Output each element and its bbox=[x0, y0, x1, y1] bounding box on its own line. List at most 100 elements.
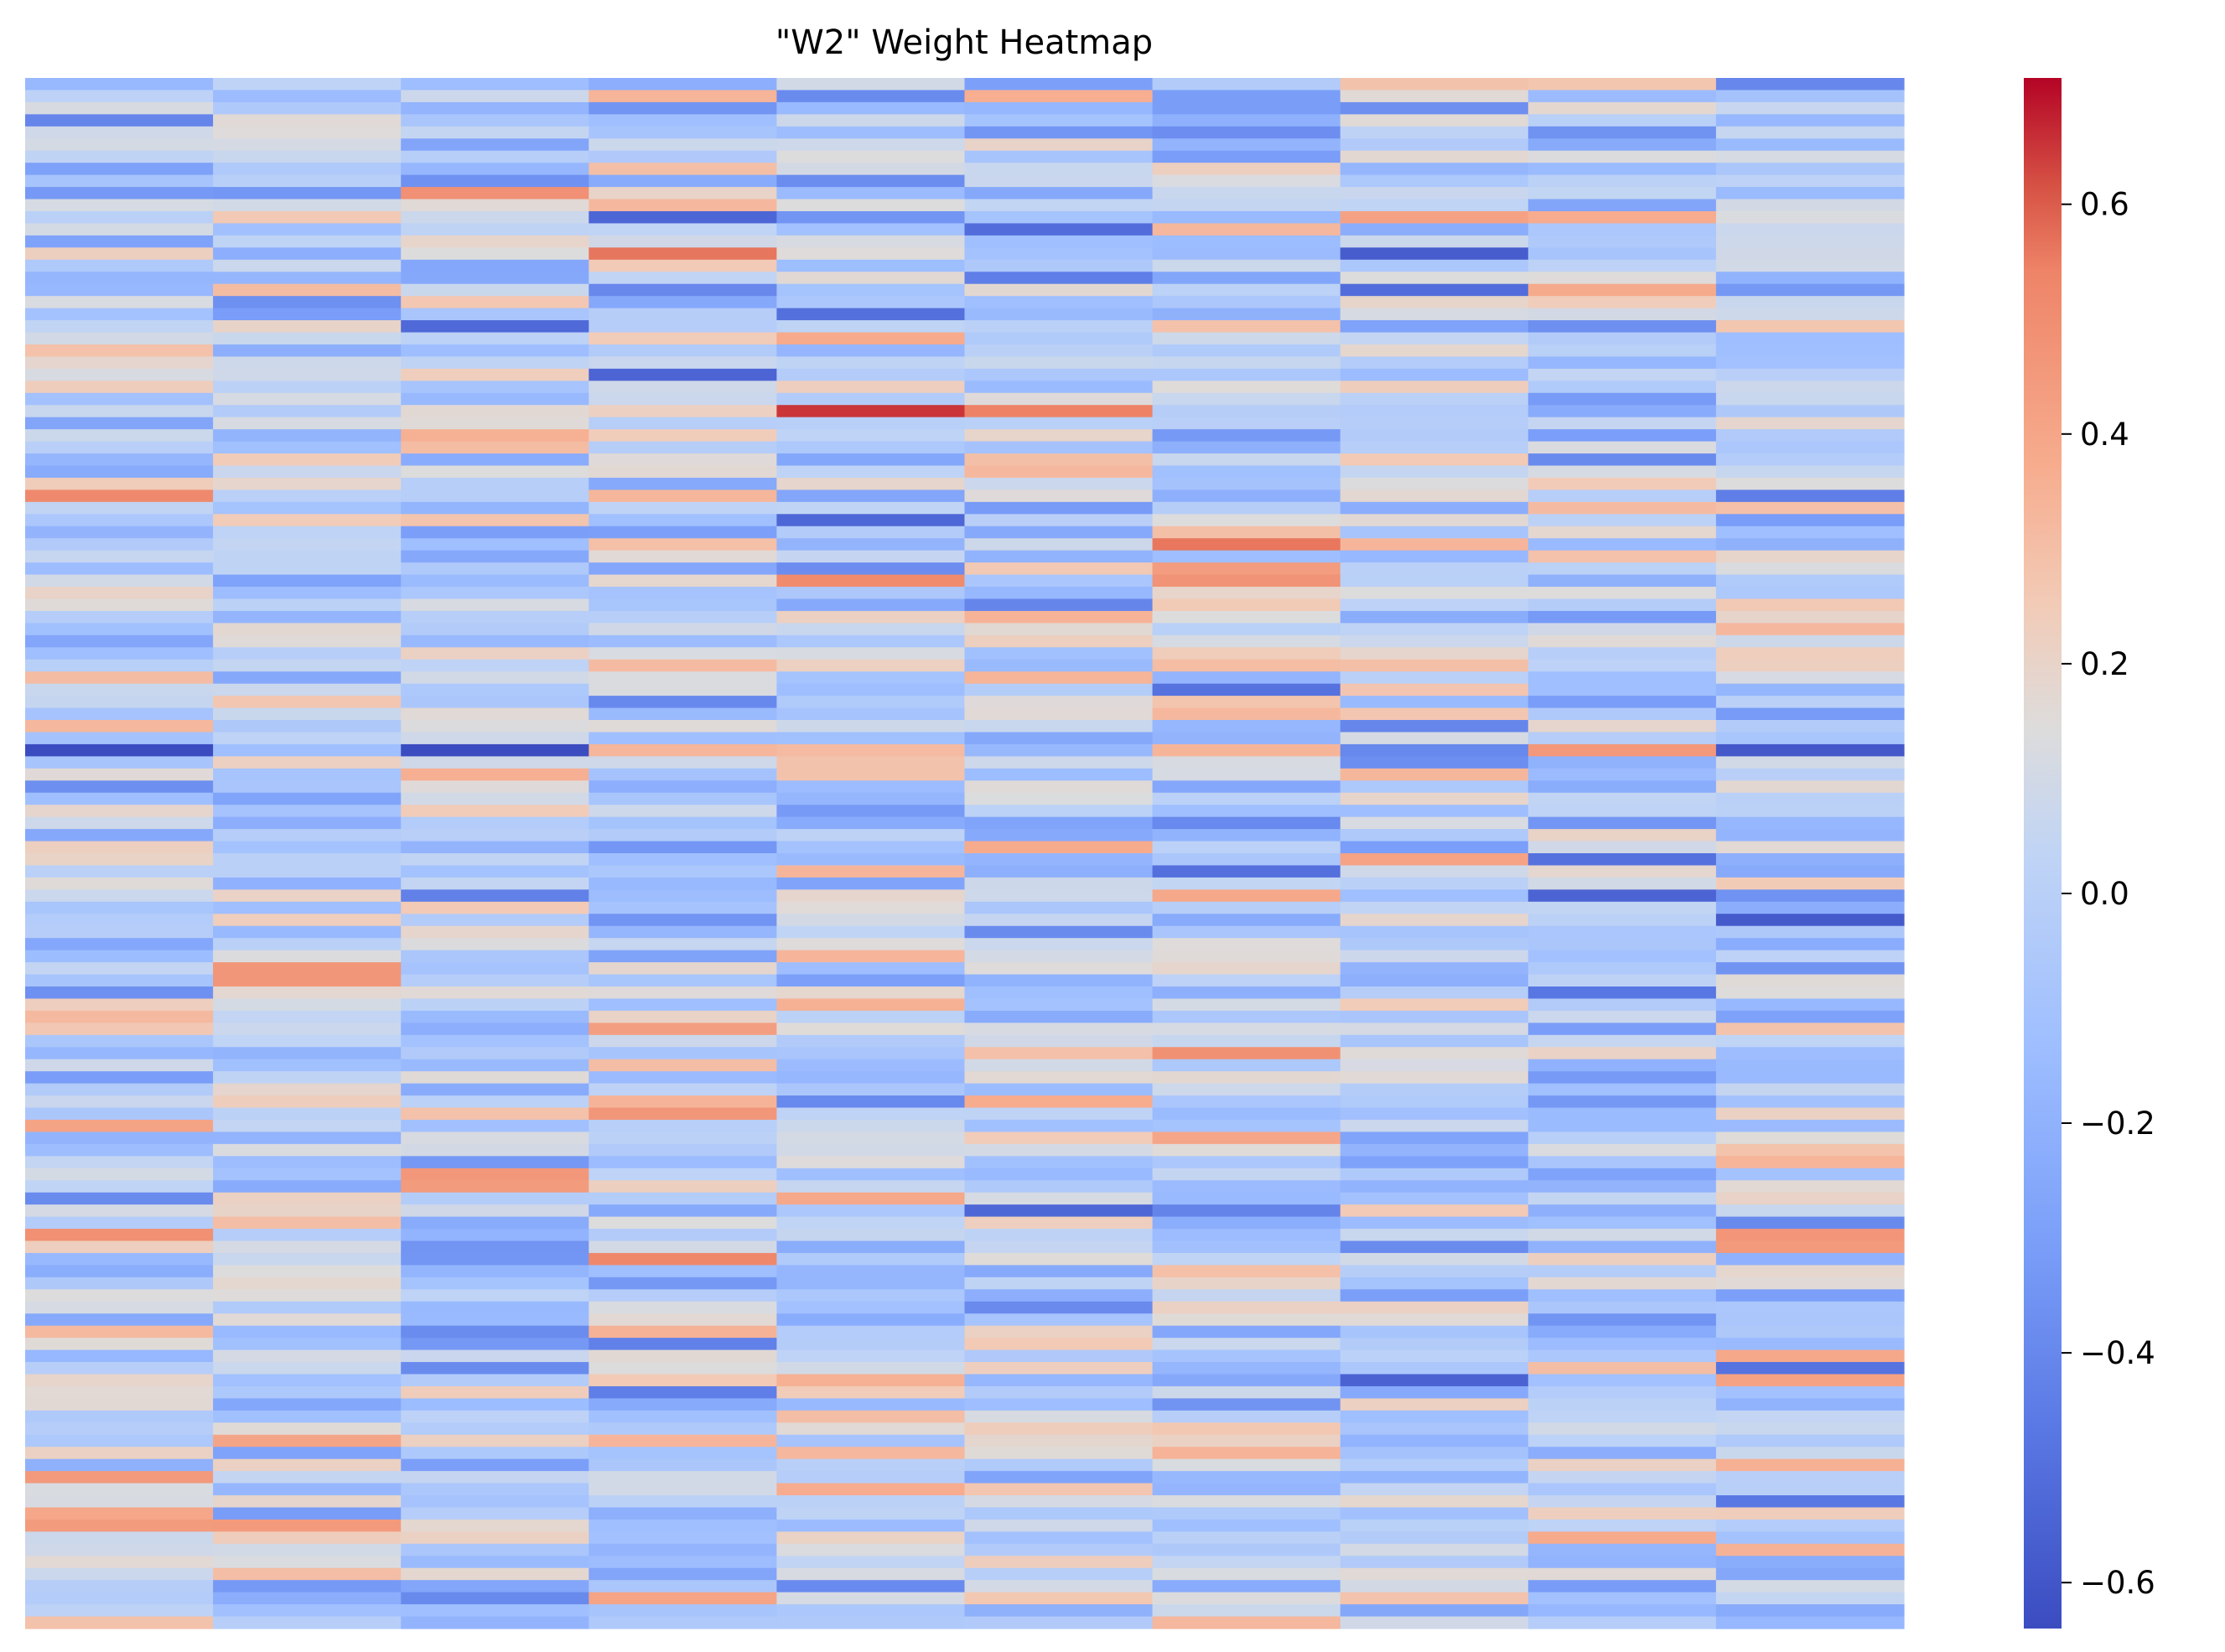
heatmap-cell bbox=[401, 901, 589, 914]
heatmap-cell bbox=[589, 392, 777, 406]
heatmap-cell bbox=[25, 914, 214, 927]
heatmap-cell bbox=[1527, 90, 1717, 103]
heatmap-cell bbox=[964, 865, 1154, 878]
heatmap-cell bbox=[1340, 417, 1529, 430]
heatmap-cell bbox=[25, 901, 214, 914]
heatmap-cell bbox=[213, 865, 402, 878]
heatmap-cell bbox=[1527, 780, 1717, 794]
heatmap-cell bbox=[401, 986, 589, 1000]
heatmap-cell bbox=[1715, 1168, 1905, 1181]
heatmap-cell bbox=[776, 441, 966, 454]
heatmap-cell bbox=[213, 417, 402, 430]
heatmap-cell bbox=[1715, 126, 1905, 139]
heatmap-cell bbox=[1340, 1034, 1529, 1048]
heatmap-cell bbox=[964, 986, 1154, 1000]
heatmap-cell bbox=[25, 1616, 214, 1629]
heatmap-cell bbox=[589, 1265, 777, 1278]
heatmap-cell bbox=[1152, 671, 1341, 685]
heatmap-cell bbox=[401, 634, 589, 648]
heatmap-cell bbox=[964, 1458, 1154, 1472]
heatmap-cell bbox=[1715, 150, 1905, 163]
heatmap-cell bbox=[213, 1398, 402, 1411]
heatmap-cell bbox=[776, 1531, 966, 1545]
heatmap-cell bbox=[1715, 283, 1905, 297]
heatmap-cell bbox=[25, 489, 214, 503]
heatmap-cell bbox=[1152, 1434, 1341, 1447]
heatmap-cell bbox=[1340, 647, 1529, 660]
heatmap-cell bbox=[964, 247, 1154, 261]
heatmap-cell bbox=[964, 598, 1154, 612]
heatmap-cell bbox=[776, 1495, 966, 1509]
heatmap-cell bbox=[401, 1507, 589, 1520]
heatmap-cell bbox=[213, 1556, 402, 1569]
heatmap-cell bbox=[213, 562, 402, 576]
heatmap-cell bbox=[1152, 1531, 1341, 1545]
heatmap-cell bbox=[964, 1422, 1154, 1436]
heatmap-cell bbox=[25, 344, 214, 358]
heatmap-cell bbox=[1715, 1301, 1905, 1314]
heatmap-cell bbox=[589, 962, 777, 976]
heatmap-cell bbox=[1340, 550, 1529, 563]
heatmap-cell bbox=[1715, 974, 1905, 987]
heatmap-cell bbox=[25, 441, 214, 454]
heatmap-cell bbox=[1715, 1338, 1905, 1351]
heatmap-cell bbox=[213, 574, 402, 588]
heatmap-cell bbox=[1340, 259, 1529, 272]
heatmap-cell bbox=[1152, 538, 1341, 552]
heatmap-cell bbox=[1152, 453, 1341, 467]
heatmap-cell bbox=[401, 90, 589, 103]
heatmap-cell bbox=[1527, 889, 1717, 903]
heatmap-cell bbox=[1527, 671, 1717, 685]
heatmap-cell bbox=[213, 429, 402, 443]
heatmap-cell bbox=[1715, 308, 1905, 321]
heatmap-cell bbox=[964, 1192, 1154, 1205]
heatmap-cell bbox=[1340, 707, 1529, 721]
heatmap-cell bbox=[964, 998, 1154, 1012]
heatmap-cell bbox=[776, 1398, 966, 1411]
heatmap-cell bbox=[1715, 392, 1905, 406]
heatmap-cell bbox=[1152, 235, 1341, 248]
heatmap-cell bbox=[25, 501, 214, 515]
heatmap-cell bbox=[1527, 1374, 1717, 1387]
heatmap-cell bbox=[1152, 356, 1341, 370]
heatmap-cell bbox=[776, 1458, 966, 1472]
heatmap-cell bbox=[1527, 320, 1717, 334]
heatmap-cell bbox=[1340, 501, 1529, 515]
heatmap-cell bbox=[1340, 308, 1529, 321]
heatmap-cell bbox=[1340, 320, 1529, 334]
heatmap-cell bbox=[1340, 1132, 1529, 1145]
heatmap-cell bbox=[1340, 1543, 1529, 1556]
heatmap-cell bbox=[1152, 1543, 1341, 1556]
heatmap-cell bbox=[401, 199, 589, 212]
heatmap-cell bbox=[1527, 1325, 1717, 1339]
heatmap-cell bbox=[401, 1447, 589, 1460]
heatmap-cell bbox=[1527, 283, 1717, 297]
heatmap-cell bbox=[1340, 1240, 1529, 1254]
heatmap-cell bbox=[776, 1071, 966, 1085]
heatmap-cell bbox=[213, 465, 402, 479]
heatmap-cell bbox=[589, 538, 777, 552]
heatmap-cell bbox=[1152, 1229, 1341, 1242]
heatmap-cell bbox=[1152, 259, 1341, 272]
heatmap-cell bbox=[776, 1156, 966, 1169]
heatmap-cell bbox=[1715, 453, 1905, 467]
heatmap-cell bbox=[589, 1277, 777, 1290]
heatmap-cell bbox=[776, 574, 966, 588]
heatmap-cell bbox=[964, 1604, 1154, 1618]
heatmap-cell bbox=[25, 356, 214, 370]
heatmap-cell bbox=[213, 623, 402, 636]
heatmap-cell bbox=[589, 1240, 777, 1254]
heatmap-cell bbox=[1152, 610, 1341, 624]
heatmap-cell bbox=[776, 889, 966, 903]
heatmap-cell bbox=[25, 1483, 214, 1496]
heatmap-cell bbox=[401, 1277, 589, 1290]
heatmap-cell bbox=[1527, 1047, 1717, 1060]
heatmap-cell bbox=[589, 1289, 777, 1302]
heatmap-cell bbox=[25, 1143, 214, 1157]
heatmap-cell bbox=[1340, 1507, 1529, 1520]
heatmap-cell bbox=[1340, 187, 1529, 200]
heatmap-cell bbox=[964, 623, 1154, 636]
heatmap-cell bbox=[964, 962, 1154, 976]
heatmap-cell bbox=[213, 925, 402, 939]
heatmap-cell bbox=[1152, 441, 1341, 454]
